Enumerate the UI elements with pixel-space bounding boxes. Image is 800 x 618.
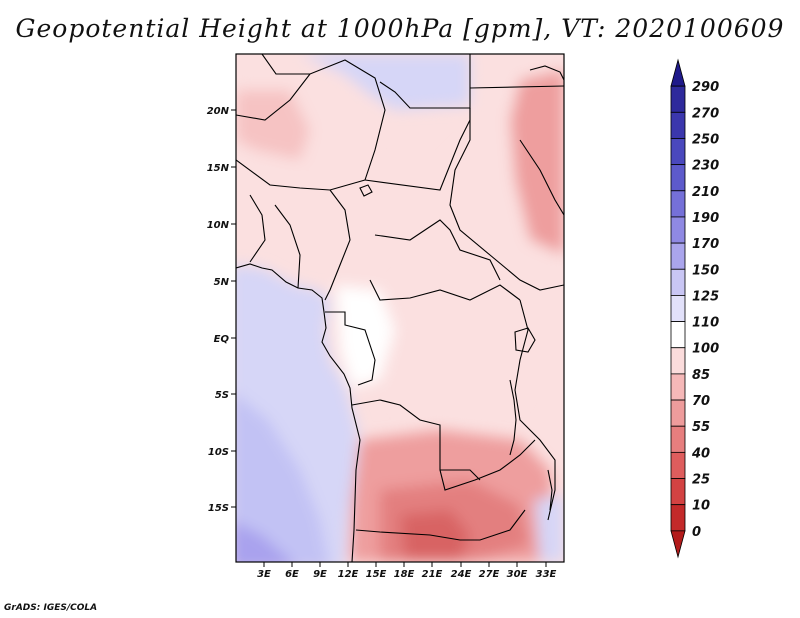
colorbar-label: 150 [692,263,719,278]
border-libya-sudan [379,54,471,109]
colorbar-label: 70 [692,394,710,409]
colorbar-label: 10 [692,499,710,514]
border-egypt-sudan [469,85,564,89]
colorbar-swatch [670,451,686,479]
west-pink-region [236,90,310,160]
border-angola-namibia [355,509,526,541]
border-east [514,299,556,521]
colorbar-label: 190 [692,211,719,226]
congo-neutral-region [336,285,395,388]
colorbar-swatch [670,190,686,218]
colorbar: 2902702502302101901701501251101008570554… [670,58,719,559]
lake-chad [359,184,373,197]
border-burkina-niger [236,159,366,191]
colorbar-swatch [670,138,686,166]
lon-tick-label: 27E [479,569,500,580]
colorbar-swatch [670,164,686,192]
border-mali-niger [236,73,311,121]
colorbar-label: 125 [692,289,719,304]
colorbar-swatch [670,504,686,532]
lon-tick-label: 9E [313,569,327,580]
longitude-axis: 3E 6E 9E 12E 15E 18E 21E 24E 27E 30E 33E [257,562,557,580]
border-west-africa [249,194,301,289]
lake-malawi [547,469,553,511]
ocean-region-deepest [236,522,291,562]
colorbar-label: 25 [692,473,710,488]
lon-tick-label: 15E [366,569,387,580]
colorbar-swatch [670,399,686,427]
colorbar-swatch [670,347,686,375]
colorbar-swatch [670,216,686,244]
lon-tick-label: 33E [536,569,557,580]
lat-tick-label: 5S [215,390,229,401]
lat-tick-label: EQ [214,334,230,345]
border-chad-car [374,219,501,281]
border-drc-angola [351,399,481,481]
latitude-axis: 20N 15N 10N 5N EQ 5S 10S 15S [207,106,236,514]
east-neutral-region [535,495,564,562]
lon-tick-label: 6E [285,569,299,580]
colorbar-label: 230 [692,159,719,174]
country-borders [236,54,564,562]
credit-label: GrADS: IGES/COLA [4,603,98,613]
ocean-region-deep [236,394,329,562]
lat-tick-label: 10N [207,220,230,231]
border-sahara-north [261,54,386,181]
colorbar-label: 40 [691,446,710,461]
sahara-high-region [300,54,470,110]
colorbar-swatch [670,111,686,139]
lake-victoria [514,327,536,353]
colorbar-label: 270 [692,106,719,121]
lat-tick-label: 15N [207,163,230,174]
border-nigeria-cameroon [324,189,351,301]
lat-tick-label: 20N [207,106,230,117]
lon-tick-label: 12E [338,569,359,580]
lon-tick-label: 18E [394,569,415,580]
north-pink-region [236,60,564,300]
lat-tick-label: 10S [208,447,229,458]
colorbar-label: 210 [692,185,719,200]
colorbar-label: 110 [692,316,719,331]
colorbar-label: 290 [692,80,719,95]
south-deep-red-region [400,510,470,560]
colorbar-swatch [670,321,686,349]
border-congo-gabon [325,311,376,386]
colorbar-swatch [670,425,686,453]
border-car-congo [369,279,521,301]
east-red-region [510,70,564,255]
colorbar-swatch [670,268,686,296]
border-sudan-southsudan [449,108,564,291]
colorbar-swatch [670,373,686,401]
lat-tick-label: 15S [208,503,229,514]
colorbar-label: 250 [692,132,719,147]
colorbar-label: 170 [692,237,719,252]
lon-tick-label: 21E [422,569,443,580]
colorbar-label: 0 [692,525,701,540]
lon-tick-label: 3E [257,569,271,580]
colorbar-swatch [670,85,686,113]
lon-tick-label: 24E [451,569,472,580]
colorbar-arrow-bottom [670,530,686,559]
chart-title: Geopotential Height at 1000hPa [gpm], VT… [15,14,785,43]
colorbar-swatch [670,478,686,506]
colorbar-swatch [670,295,686,322]
coastline [236,263,361,562]
height-field [236,54,564,562]
colorbar-label: 100 [692,342,719,357]
lon-tick-label: 30E [507,569,528,580]
border-zambia [439,439,536,491]
lat-tick-label: 5N [214,277,230,288]
colorbar-label: 85 [692,368,710,383]
map-frame [235,53,565,563]
colorbar-swatch [670,242,686,270]
redsea-coast [529,65,564,81]
lake-tanganyika [509,379,517,456]
colorbar-label: 55 [692,420,710,435]
border-sudan-east [519,139,564,216]
central-pink-region [395,280,535,410]
colorbar-arrow-top [670,58,686,87]
